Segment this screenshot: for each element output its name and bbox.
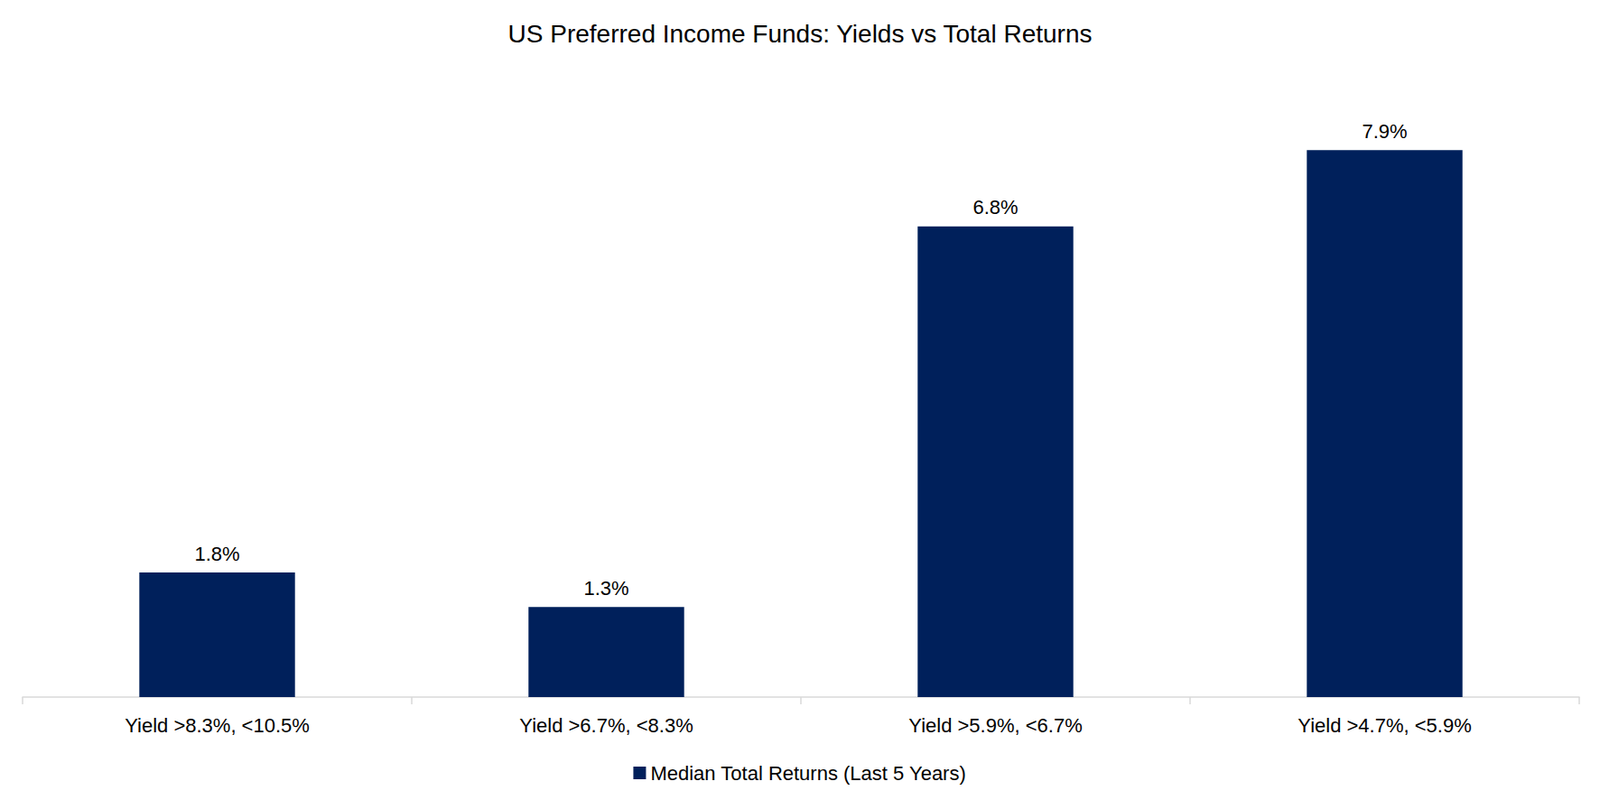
svg-text:1.8%: 1.8% xyxy=(194,542,240,566)
svg-text:Yield >8.3%, <10.5%: Yield >8.3%, <10.5% xyxy=(124,714,310,737)
svg-text:7.9%: 7.9% xyxy=(1361,120,1407,143)
svg-text:US Preferred Income Funds: Yie: US Preferred Income Funds: Yields vs Tot… xyxy=(508,19,1093,48)
svg-text:Yield >5.9%, <6.7%: Yield >5.9%, <6.7% xyxy=(908,714,1082,737)
svg-text:Median Total Returns (Last 5 Y: Median Total Returns (Last 5 Years) xyxy=(650,762,966,785)
svg-text:Yield >4.7%, <5.9%: Yield >4.7%, <5.9% xyxy=(1297,714,1471,737)
svg-text:1.3%: 1.3% xyxy=(583,576,629,600)
svg-text:6.8%: 6.8% xyxy=(972,195,1018,219)
svg-text:Yield >6.7%, <8.3%: Yield >6.7%, <8.3% xyxy=(519,714,693,737)
